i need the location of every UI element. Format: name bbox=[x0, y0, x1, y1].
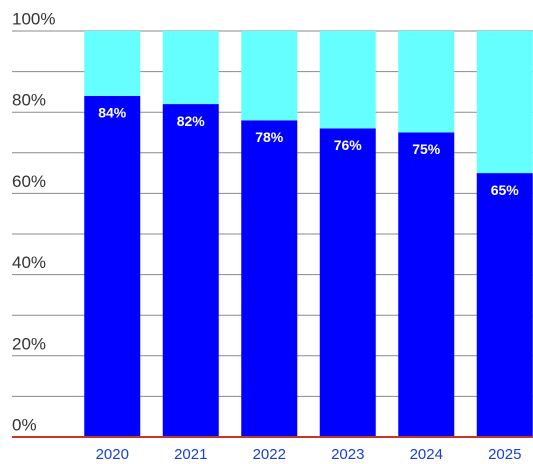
bar-segment bbox=[84, 31, 141, 96]
value-label: 76% bbox=[334, 137, 363, 153]
value-label: 78% bbox=[255, 129, 284, 145]
bar-segment bbox=[319, 128, 376, 437]
x-tick-label: 2025 bbox=[488, 446, 521, 463]
bar-segment bbox=[319, 31, 376, 129]
bar-segment bbox=[398, 132, 455, 437]
bars bbox=[84, 31, 533, 438]
x-tick-label: 2021 bbox=[174, 446, 207, 463]
value-label: 65% bbox=[491, 182, 520, 198]
y-tick-label: 0% bbox=[12, 415, 37, 434]
y-tick-label: 20% bbox=[12, 334, 46, 353]
bar-segment bbox=[162, 31, 219, 105]
value-label: 82% bbox=[177, 113, 206, 129]
y-tick-label: 40% bbox=[12, 253, 46, 272]
bar-segment bbox=[241, 120, 298, 437]
y-tick-label: 100% bbox=[12, 9, 55, 28]
value-label: 75% bbox=[412, 141, 441, 157]
bar-segment bbox=[241, 31, 298, 121]
x-tick-label: 2023 bbox=[331, 446, 364, 463]
bar-segment bbox=[476, 31, 533, 174]
bar-segment bbox=[162, 104, 219, 437]
value-label: 84% bbox=[98, 105, 127, 121]
y-tick-label: 60% bbox=[12, 172, 46, 191]
y-tick-label: 80% bbox=[12, 91, 46, 110]
x-tick-label: 2024 bbox=[410, 446, 443, 463]
x-tick-label: 2022 bbox=[253, 446, 286, 463]
labels: 0% 20% 40% 60% 80% 100% 2020 84% 2021 82% 2022 78% 2… bbox=[12, 9, 521, 462]
bar-segment bbox=[476, 173, 533, 437]
x-tick-label: 2020 bbox=[96, 446, 129, 463]
bar-segment bbox=[84, 95, 141, 438]
bar-segment bbox=[398, 31, 455, 133]
